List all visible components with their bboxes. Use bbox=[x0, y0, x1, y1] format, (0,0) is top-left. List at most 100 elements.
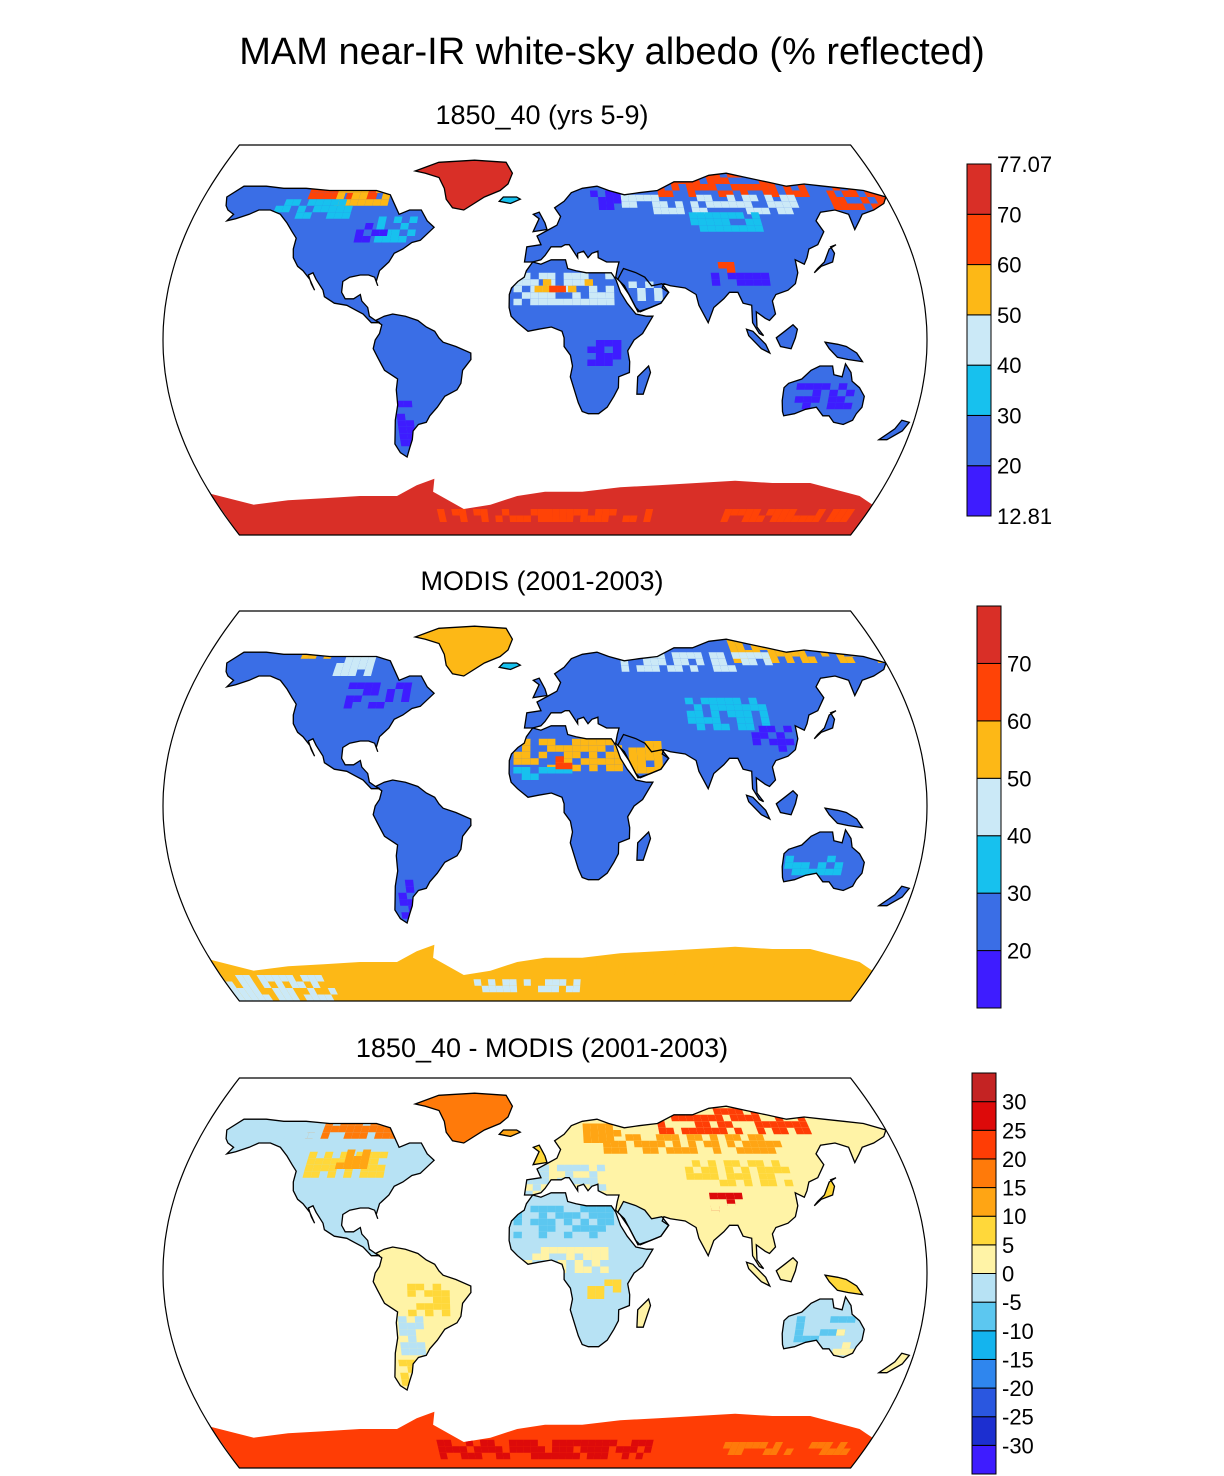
coastline bbox=[224, 1118, 436, 1257]
albedo-cell bbox=[337, 1125, 348, 1133]
albedo-cell bbox=[710, 658, 720, 666]
albedo-cell bbox=[312, 1164, 322, 1172]
albedo-cell bbox=[612, 340, 622, 347]
colorbar-swatch bbox=[976, 777, 1002, 837]
map-panel-model bbox=[162, 144, 928, 536]
albedo-cell bbox=[696, 194, 706, 202]
albedo-cell bbox=[653, 968, 662, 975]
albedo-cell bbox=[768, 738, 779, 746]
albedo-cell bbox=[306, 1158, 316, 1165]
albedo-cell bbox=[764, 1166, 775, 1174]
albedo-cell bbox=[637, 288, 646, 295]
land-sumatra bbox=[746, 1262, 770, 1286]
albedo-cell bbox=[407, 1290, 416, 1297]
albedo-cell bbox=[763, 658, 774, 666]
albedo-cell bbox=[343, 205, 353, 213]
albedo-cell bbox=[703, 194, 713, 202]
albedo-cell bbox=[605, 1130, 614, 1137]
albedo-cell bbox=[572, 1452, 581, 1460]
albedo-cell bbox=[480, 1446, 489, 1453]
albedo-cell bbox=[744, 218, 755, 226]
albedo-cell bbox=[709, 1192, 719, 1200]
land-madagascar bbox=[636, 832, 651, 861]
albedo-cell bbox=[874, 197, 886, 204]
albedo-cell bbox=[744, 1210, 754, 1217]
albedo-cell bbox=[583, 1136, 592, 1143]
land-antarctica bbox=[210, 478, 873, 535]
albedo-cell bbox=[270, 975, 282, 982]
coastline bbox=[531, 211, 548, 233]
albedo-cell bbox=[738, 225, 749, 232]
albedo-cell bbox=[727, 1203, 737, 1211]
albedo-cell bbox=[327, 988, 338, 995]
albedo-cell bbox=[241, 994, 253, 1001]
map-frame bbox=[162, 144, 928, 536]
albedo-cell bbox=[405, 886, 415, 893]
albedo-cell bbox=[650, 194, 660, 202]
albedo-cell bbox=[621, 201, 630, 208]
albedo-cell bbox=[376, 1164, 386, 1172]
albedo-cell bbox=[670, 184, 680, 191]
albedo-cell bbox=[646, 767, 655, 774]
albedo-cell bbox=[813, 383, 823, 390]
albedo-cell bbox=[622, 1446, 631, 1453]
albedo-cell bbox=[847, 203, 859, 210]
albedo-cell bbox=[758, 1173, 768, 1180]
albedo-cell bbox=[540, 1177, 550, 1185]
albedo-cell bbox=[351, 656, 362, 663]
albedo-cell bbox=[759, 184, 770, 191]
albedo-cell bbox=[375, 1125, 386, 1133]
albedo-cell bbox=[596, 738, 606, 746]
colorbar-label: 30 bbox=[1007, 881, 1031, 906]
colorbar-label: 5 bbox=[1002, 1233, 1014, 1258]
albedo-cell bbox=[707, 1114, 717, 1122]
albedo-cell bbox=[588, 738, 597, 746]
albedo-cell bbox=[727, 272, 737, 280]
land-borneo bbox=[776, 1257, 798, 1282]
albedo-cell bbox=[582, 1130, 591, 1137]
albedo-cell bbox=[695, 1223, 705, 1230]
albedo-cell bbox=[587, 515, 595, 522]
albedo-cell bbox=[530, 1205, 539, 1213]
colorbar-model: 12.81 20 30 40 50 60 70 77.07 bbox=[966, 152, 1052, 529]
albedo-cell bbox=[737, 184, 748, 191]
albedo-cell bbox=[710, 1140, 721, 1148]
coastline bbox=[876, 419, 911, 441]
albedo-cell bbox=[516, 1439, 524, 1447]
albedo-cell bbox=[586, 1452, 595, 1460]
albedo-cell bbox=[730, 225, 741, 232]
albedo-cell bbox=[344, 1156, 354, 1163]
albedo-cell bbox=[711, 279, 721, 286]
land-greenland bbox=[415, 1093, 513, 1143]
albedo-cell bbox=[597, 745, 606, 752]
albedo-cell bbox=[645, 1439, 654, 1447]
albedo-cell bbox=[322, 1125, 333, 1133]
albedo-cell bbox=[565, 1452, 574, 1460]
albedo-cell bbox=[312, 205, 323, 213]
albedo-cell bbox=[794, 1127, 805, 1135]
albedo-cell bbox=[406, 229, 416, 236]
albedo-cell bbox=[396, 413, 406, 421]
albedo-cell bbox=[588, 1205, 597, 1213]
colorbar-label: 70 bbox=[997, 202, 1021, 227]
albedo-cell bbox=[674, 968, 684, 975]
albedo-cell bbox=[583, 1247, 592, 1254]
albedo-cell bbox=[636, 747, 646, 754]
albedo-cell bbox=[364, 223, 374, 230]
albedo-cell bbox=[349, 199, 359, 206]
albedo-cell bbox=[555, 1212, 564, 1219]
albedo-cell bbox=[370, 689, 380, 696]
albedo-cell bbox=[684, 1166, 694, 1174]
colorbar-swatch bbox=[966, 213, 992, 266]
land-uk bbox=[533, 212, 547, 232]
albedo-cell bbox=[807, 656, 818, 663]
albedo-cell bbox=[681, 1147, 691, 1154]
albedo-cell bbox=[513, 285, 522, 293]
albedo-cell bbox=[773, 201, 784, 208]
albedo-cell bbox=[635, 194, 645, 202]
albedo-cell bbox=[452, 1446, 461, 1453]
albedo-cell bbox=[322, 192, 333, 200]
albedo-cell bbox=[530, 292, 539, 299]
albedo-cell bbox=[705, 201, 715, 208]
albedo-cell bbox=[283, 1132, 295, 1139]
